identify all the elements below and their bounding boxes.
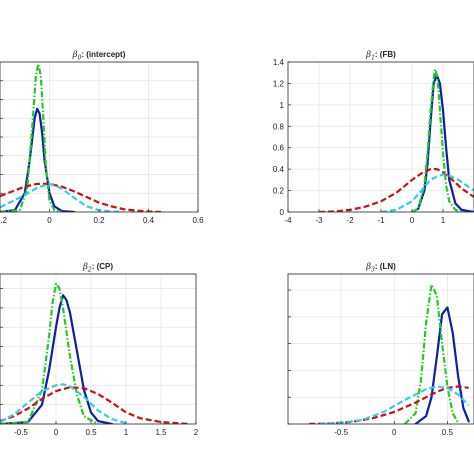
series-line-2 bbox=[0, 386, 190, 424]
series-line-1 bbox=[0, 282, 99, 424]
series-line-1 bbox=[404, 283, 460, 424]
x-tick-label: 0 bbox=[54, 428, 59, 437]
subplot-title: β2: (CP) bbox=[82, 262, 113, 274]
x-tick-label: 0.6 bbox=[192, 216, 204, 225]
y-tick-label: 0.6 bbox=[273, 144, 285, 153]
subplot-title: β0: (intercept) bbox=[72, 50, 126, 62]
x-tick-label: -2 bbox=[346, 216, 354, 225]
x-tick-label: 2 bbox=[194, 428, 199, 437]
axes-frame bbox=[287, 273, 474, 425]
x-tick-label: 0.4 bbox=[143, 216, 155, 225]
subplot-title: β3: (LN) bbox=[365, 262, 396, 274]
x-tick-label: 0 bbox=[410, 216, 415, 225]
x-tick-label: 0 bbox=[47, 216, 52, 225]
x-tick-label: 0.5 bbox=[442, 428, 454, 437]
x-tick-label: 0.5 bbox=[85, 428, 97, 437]
series-group bbox=[0, 62, 161, 212]
subplot-3: -0.5 0 0.5 β3: (LN) bbox=[287, 262, 474, 437]
x-tick-label: 1 bbox=[124, 428, 129, 437]
subplot-2: -0.5 0 0.5 1 1.5 2 β2: (CP) bbox=[0, 262, 199, 437]
subplot-title: β1: (FB) bbox=[365, 50, 396, 62]
subplot-1: -4 -3 -2 -1 0 1 0 0.2 0.4 0.6 0.8 1 1.2 1.4 β1: (FB) bbox=[273, 50, 474, 225]
x-tick-label: -0.5 bbox=[334, 428, 348, 437]
axes-frame bbox=[0, 273, 197, 425]
y-tick-label: 0.8 bbox=[273, 122, 285, 131]
series-line-1 bbox=[411, 68, 462, 212]
series-line-3 bbox=[0, 182, 124, 212]
y-tick-label: 1 bbox=[280, 101, 285, 110]
x-tick-label: 0.2 bbox=[93, 216, 105, 225]
series-group bbox=[318, 68, 474, 212]
y-tick-label: 0.4 bbox=[273, 165, 285, 174]
series-line-1 bbox=[0, 62, 63, 212]
y-tick-label: 0.2 bbox=[273, 187, 285, 196]
series-line-3 bbox=[0, 383, 127, 424]
x-tick-label: -4 bbox=[284, 216, 292, 225]
series-group bbox=[0, 282, 190, 424]
subplot-0: -0.2 0 0.2 0.4 0.6 β0: (intercept) bbox=[0, 50, 204, 225]
x-tick-label: -0.2 bbox=[0, 216, 7, 225]
x-tick-label: 0 bbox=[392, 428, 397, 437]
series-line-2 bbox=[0, 182, 161, 212]
x-tick-label: -3 bbox=[315, 216, 323, 225]
plot-area bbox=[288, 274, 474, 424]
series-line-3 bbox=[380, 173, 474, 212]
series-line-3 bbox=[319, 385, 470, 424]
y-tick-label: 1.4 bbox=[273, 58, 285, 67]
series-line-2 bbox=[318, 168, 474, 212]
series-line-0 bbox=[414, 306, 470, 424]
x-tick-label: -1 bbox=[377, 216, 385, 225]
x-tick-label: -0.5 bbox=[14, 428, 28, 437]
y-tick-label: 0 bbox=[280, 208, 285, 217]
x-tick-label: 1.5 bbox=[155, 428, 167, 437]
x-tick-label: 1 bbox=[441, 216, 446, 225]
y-tick-label: 1.2 bbox=[273, 79, 285, 88]
